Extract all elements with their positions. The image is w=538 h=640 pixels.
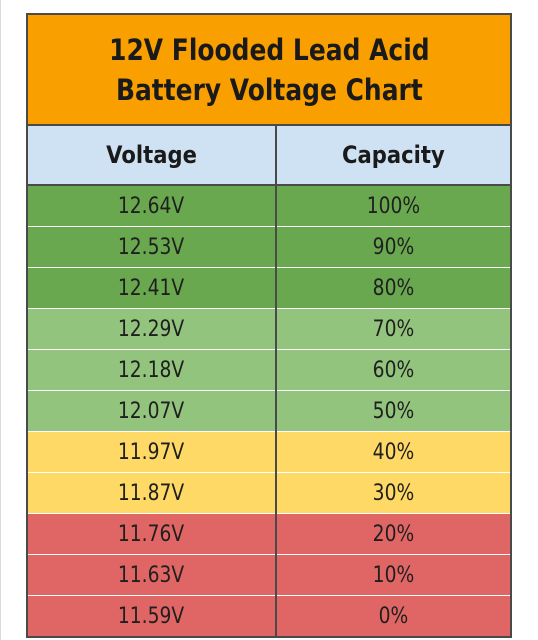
table-row: 12.64V 100% [28, 185, 510, 227]
capacity-cell: 50% [276, 390, 510, 432]
voltage-capacity-table: Voltage Capacity 12.64V 100% 12.53V 90% 12.4… [28, 126, 510, 636]
capacity-cell: 70% [276, 308, 510, 350]
chart-title-line-2: Battery Voltage Chart [115, 72, 423, 107]
table-row: 11.97V 40% [28, 431, 510, 473]
voltage-cell: 12.18V [28, 349, 277, 391]
voltage-cell: 12.41V [28, 267, 277, 309]
column-header-capacity: Capacity [276, 126, 510, 186]
capacity-cell: 60% [276, 349, 510, 391]
voltage-cell: 12.53V [28, 226, 277, 268]
capacity-cell: 20% [276, 513, 510, 555]
capacity-cell: 80% [276, 267, 510, 309]
voltage-cell: 11.63V [28, 554, 277, 596]
capacity-cell: 90% [276, 226, 510, 268]
voltage-cell: 11.87V [28, 472, 277, 514]
voltage-cell: 12.29V [28, 308, 277, 350]
voltage-cell: 12.64V [28, 185, 277, 227]
table-header-row: Voltage Capacity [28, 126, 510, 186]
capacity-cell: 10% [276, 554, 510, 596]
voltage-cell: 11.76V [28, 513, 277, 555]
voltage-cell: 11.59V [28, 595, 277, 636]
table-row: 12.07V 50% [28, 390, 510, 432]
chart-title-line-1: 12V Flooded Lead Acid [108, 32, 430, 67]
table-row: 11.87V 30% [28, 472, 510, 514]
table-row: 12.41V 80% [28, 267, 510, 309]
capacity-cell: 100% [276, 185, 510, 227]
voltage-cell: 11.97V [28, 431, 277, 473]
capacity-cell: 30% [276, 472, 510, 514]
column-header-voltage: Voltage [28, 126, 277, 186]
table-row: 11.63V 10% [28, 554, 510, 596]
capacity-cell: 0% [276, 595, 510, 636]
table-row: 12.29V 70% [28, 308, 510, 350]
voltage-chart-table: 12V Flooded Lead Acid Battery Voltage Ch… [26, 13, 512, 638]
page-edge-line [0, 0, 1, 640]
table-row: 12.53V 90% [28, 226, 510, 268]
chart-title-bar: 12V Flooded Lead Acid Battery Voltage Ch… [28, 15, 510, 126]
table-row: 12.18V 60% [28, 349, 510, 391]
table-body: 12.64V 100% 12.53V 90% 12.41V 80% 12.29V 70% 12.… [28, 185, 510, 636]
table-row: 11.76V 20% [28, 513, 510, 555]
capacity-cell: 40% [276, 431, 510, 473]
table-row: 11.59V 0% [28, 595, 510, 636]
voltage-cell: 12.07V [28, 390, 277, 432]
